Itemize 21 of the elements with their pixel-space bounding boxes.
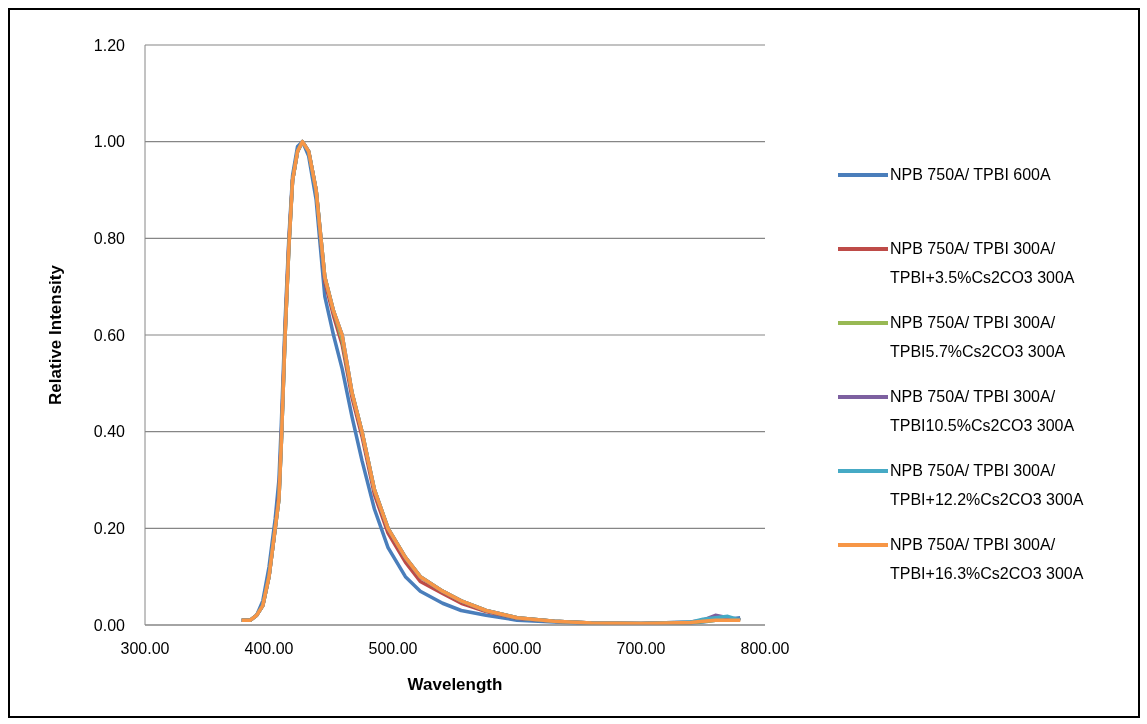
y-tick-label: 1.00 [93,133,126,151]
x-tick-label: 700.00 [616,640,666,658]
legend-label: NPB 750A/ TPBI 300A/ TPBI+16.3%Cs2CO3 300A [890,535,1085,584]
y-tick-label: 0.40 [93,423,126,441]
y-axis-title: Relative Intensity [46,264,66,405]
y-tick-label: 0.60 [93,326,126,344]
x-tick-label: 600.00 [492,640,542,658]
legend-label: NPB 750A/ TPBI 600A [890,165,1051,185]
legend-label: NPB 750A/ TPBI 300A/ TPBI5.7%Cs2CO3 300A [890,313,1067,362]
x-tick-label: 400.00 [244,640,294,658]
x-axis-title: Wavelength [407,675,503,694]
x-tick-label: 300.00 [120,640,170,658]
x-tick-label: 800.00 [740,640,790,658]
x-tick-label: 500.00 [368,640,418,658]
y-tick-label: 0.00 [93,616,126,634]
legend-label: NPB 750A/ TPBI 300A/ TPBI+3.5%Cs2CO3 300A [890,239,1076,288]
legend-label: NPB 750A/ TPBI 300A/ TPBI10.5%Cs2CO3 300A [890,387,1076,436]
legend-label: NPB 750A/ TPBI 300A/ TPBI+12.2%Cs2CO3 300A [890,461,1085,510]
y-tick-label: 1.20 [93,36,126,54]
y-tick-label: 0.80 [93,230,126,248]
y-tick-label: 0.20 [93,520,126,538]
